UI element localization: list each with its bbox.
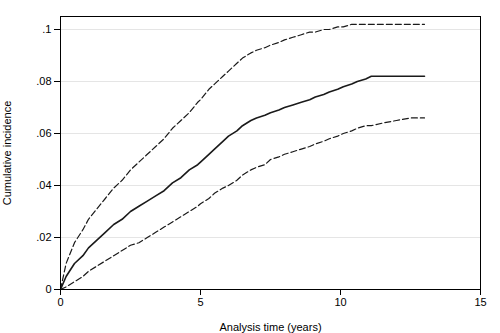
svg-text:.08: .08 [36, 75, 51, 87]
svg-text:.04: .04 [36, 179, 51, 191]
svg-text:0: 0 [57, 296, 63, 308]
svg-text:.1: .1 [42, 23, 51, 35]
svg-text:.06: .06 [36, 127, 51, 139]
svg-text:Cumulative incidence: Cumulative incidence [1, 101, 13, 206]
svg-text:Analysis time (years): Analysis time (years) [219, 321, 321, 333]
svg-text:.02: .02 [36, 231, 51, 243]
svg-text:5: 5 [197, 296, 203, 308]
svg-text:15: 15 [474, 296, 486, 308]
svg-text:0: 0 [45, 283, 51, 295]
svg-text:10: 10 [334, 296, 346, 308]
